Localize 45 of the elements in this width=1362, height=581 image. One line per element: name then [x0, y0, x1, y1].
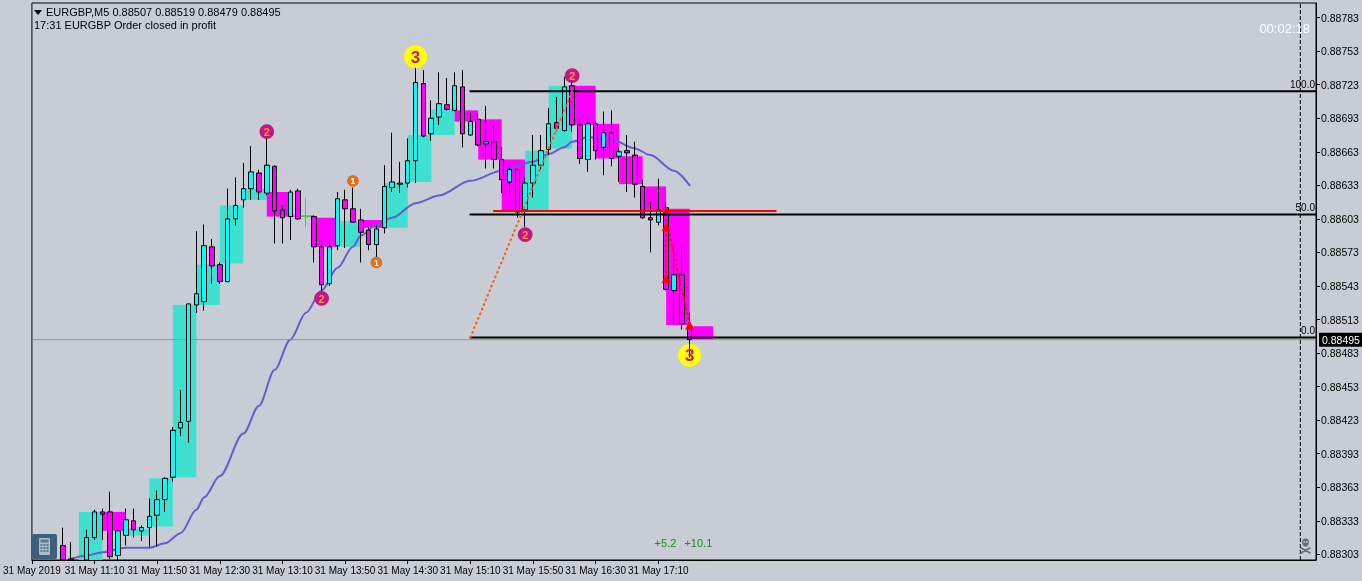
x-tick-label: 31 May 2019 [2, 564, 62, 576]
y-tick-label: 0.88303 [1321, 548, 1360, 561]
x-tick-label: 31 May 16:30 [565, 564, 627, 576]
annotation: 3 [684, 346, 695, 366]
annotation: 00:02:18 [1259, 20, 1310, 36]
x-tick-label: 31 May 13:50 [314, 564, 376, 576]
annotation: +10.1 [684, 537, 713, 549]
y-tick-label: 0.88753 [1321, 45, 1360, 58]
x-tick-label: 31 May 11:50 [127, 564, 188, 576]
y-tick-label: 0.88603 [1321, 212, 1360, 225]
annotation: 50.0 [1295, 201, 1316, 213]
annotation: 2 [569, 70, 576, 83]
x-tick-label: 31 May 13:10 [252, 564, 314, 576]
y-tick-label: 0.88633 [1321, 179, 1360, 192]
y-tick-label: 0.88453 [1321, 380, 1360, 393]
chart-title: EURGBP,M5 0.88507 0.88519 0.88479 0.88495 [46, 5, 281, 18]
y-tick-label: 0.88543 [1321, 279, 1360, 292]
x-tick-label: 31 May 15:10 [440, 564, 502, 576]
annotation: 2 [522, 229, 529, 242]
x-tick-label: 31 May 11:10 [64, 564, 125, 576]
annotation: 2 [318, 292, 325, 305]
annotation: 2 [263, 126, 270, 139]
y-tick-label: 0.88723 [1321, 78, 1360, 91]
y-tick-label: 0.88363 [1321, 481, 1360, 494]
y-tick-label: 0.88483 [1321, 347, 1360, 360]
y-tick-label: 0.88663 [1321, 145, 1360, 158]
x-tick-label: 31 May 12:30 [189, 564, 251, 576]
y-tick-label: 0.88333 [1321, 514, 1360, 527]
x-tick-label: 31 May 14:30 [377, 564, 439, 576]
y-tick-label: 0.88393 [1321, 447, 1360, 460]
annotation: 3 [410, 47, 421, 67]
y-tick-label: 0.88513 [1321, 313, 1360, 326]
y-tick-label: 0.88573 [1321, 246, 1360, 259]
annotation: 0.0 [1301, 324, 1316, 336]
annotation: +5.2 [654, 537, 677, 549]
y-tick-label: 0.88783 [1321, 11, 1360, 24]
annotation: 100.0 [1289, 78, 1316, 90]
y-tick-label: 0.88693 [1321, 112, 1360, 125]
y-tick-label: 0.88423 [1321, 414, 1360, 427]
ref-line-label: 0.88495 [1322, 333, 1361, 346]
annotation: 1 [374, 257, 380, 268]
text: 17:31 EURGBP Order closed in profit [34, 18, 216, 31]
x-tick-label: 31 May 15:50 [502, 564, 564, 576]
x-tick-label: 31 May 17:10 [627, 564, 690, 576]
annotation: 1 [350, 176, 356, 187]
